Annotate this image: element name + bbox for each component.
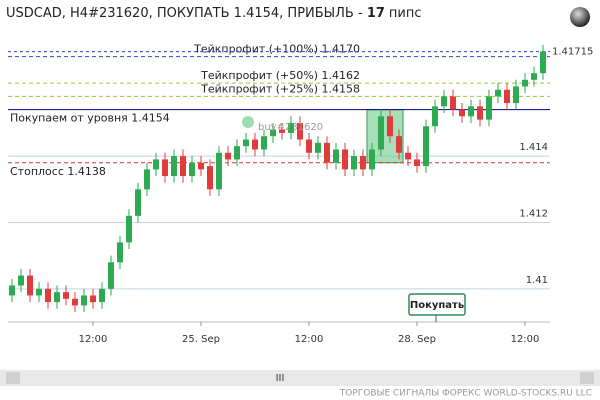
level-label: Стоплосс 1.4138 bbox=[10, 165, 106, 178]
candle-body bbox=[108, 262, 114, 289]
scrollbar[interactable] bbox=[0, 370, 600, 386]
y-tick-label: 1.412 bbox=[519, 208, 548, 219]
candle-body bbox=[36, 288, 42, 296]
candle-body bbox=[378, 116, 384, 150]
candle-body bbox=[486, 96, 492, 120]
candle-body bbox=[405, 152, 411, 160]
candle-body bbox=[324, 142, 330, 163]
candle-body bbox=[225, 152, 231, 160]
candle-body bbox=[234, 146, 240, 160]
candle-body bbox=[171, 156, 177, 177]
candle-body bbox=[468, 106, 474, 117]
candle-body bbox=[504, 89, 510, 104]
candle-body bbox=[81, 295, 87, 306]
candle-body bbox=[243, 139, 249, 147]
candle-body bbox=[189, 162, 195, 177]
candle-body bbox=[207, 166, 213, 190]
candle-body bbox=[540, 51, 546, 74]
globe-icon[interactable] bbox=[570, 7, 590, 27]
level-label: Тейкпрофит (+100%) 1.4170 bbox=[193, 43, 360, 56]
candle-body bbox=[45, 288, 51, 303]
candle-body bbox=[135, 189, 141, 216]
last-price-label: 1.41715 bbox=[552, 47, 593, 58]
x-tick-label: 28. Sep bbox=[398, 334, 436, 345]
candle-body bbox=[270, 129, 276, 137]
candle-body bbox=[117, 242, 123, 263]
candle-body bbox=[387, 116, 393, 137]
candle-body bbox=[216, 152, 222, 190]
candle-body bbox=[315, 142, 321, 153]
candle-body bbox=[297, 122, 303, 140]
scroll-grip[interactable]: III bbox=[276, 373, 285, 384]
candle-body bbox=[252, 139, 258, 150]
candle-body bbox=[72, 298, 78, 306]
level-label: Покупаем от уровня 1.4154 bbox=[10, 112, 170, 125]
candle-body bbox=[369, 149, 375, 170]
level-label: Тейкпрофит (+25%) 1.4158 bbox=[200, 82, 360, 95]
candle-body bbox=[477, 106, 483, 120]
candle-body bbox=[531, 73, 537, 80]
scroll-right[interactable] bbox=[580, 372, 594, 384]
candle-body bbox=[99, 288, 105, 303]
candle-body bbox=[153, 159, 159, 170]
buy-button-label[interactable]: Покупать bbox=[410, 300, 464, 311]
candle-body bbox=[360, 156, 366, 170]
x-tick-label: 12:00 bbox=[295, 334, 324, 345]
candle-body bbox=[333, 149, 339, 163]
candle-body bbox=[144, 169, 150, 190]
candle-body bbox=[180, 156, 186, 177]
plot: 1.41 1.412 1.414 Тейкпрофит (+100%) 1.4170 Т… bbox=[8, 43, 593, 345]
candle-body bbox=[54, 292, 60, 303]
candle-body bbox=[432, 106, 438, 127]
candle-body bbox=[396, 136, 402, 153]
candle-body bbox=[18, 275, 24, 286]
x-tick-label: 12:00 bbox=[79, 334, 108, 345]
candle-body bbox=[306, 139, 312, 153]
profit: 17 bbox=[367, 6, 385, 21]
profit-unit: пипс bbox=[389, 6, 422, 21]
x-tick-label: 12:00 bbox=[511, 334, 540, 345]
candle-body bbox=[90, 295, 96, 303]
candle-body bbox=[459, 109, 465, 117]
x-tick-label: 25. Sep bbox=[182, 334, 220, 345]
title-prefix: USDCAD, H4#231620, ПОКУПАТЬ 1.4154, ПРИБ… bbox=[6, 6, 367, 21]
candle-body bbox=[495, 89, 501, 97]
candle-body bbox=[450, 96, 456, 110]
order-tag: buy#231620 bbox=[258, 122, 323, 133]
candle-body bbox=[441, 96, 447, 107]
footer: ТОРГОВЫЕ СИГНАЛЫ ФОРЕКС WORLD-STOCKS.RU … bbox=[339, 389, 592, 399]
scroll-left[interactable] bbox=[6, 372, 20, 384]
candle-body bbox=[63, 292, 69, 299]
candle-body bbox=[198, 162, 204, 170]
candle-body bbox=[522, 79, 528, 87]
y-tick-label: 1.41 bbox=[526, 275, 548, 286]
buy-button[interactable] bbox=[408, 293, 466, 316]
candle-body bbox=[162, 159, 168, 177]
candle-body bbox=[423, 126, 429, 167]
candle-body bbox=[126, 215, 132, 243]
candle-body bbox=[414, 159, 420, 167]
candle-body bbox=[342, 149, 348, 170]
candle-body bbox=[288, 122, 294, 133]
candle-body bbox=[513, 86, 519, 104]
level-label: Тейкпрофит (+50%) 1.4162 bbox=[200, 69, 360, 82]
order-marker bbox=[242, 116, 254, 128]
candle-body bbox=[351, 156, 357, 170]
candle-body bbox=[279, 129, 285, 133]
candle-body bbox=[27, 275, 33, 296]
chart-title: USDCAD, H4#231620, ПОКУПАТЬ 1.4154, ПРИБ… bbox=[6, 6, 422, 21]
y-tick-label: 1.414 bbox=[519, 142, 548, 153]
candle-body bbox=[261, 136, 267, 150]
candle-body bbox=[9, 285, 15, 296]
